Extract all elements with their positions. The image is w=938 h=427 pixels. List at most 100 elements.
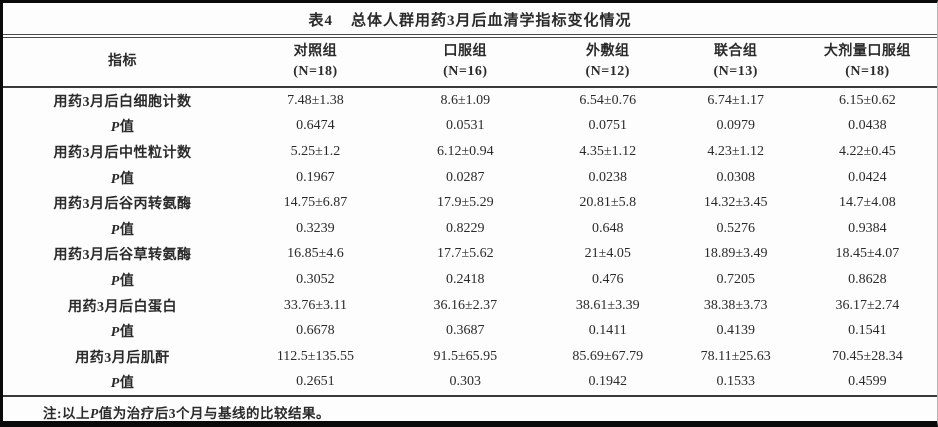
column-header: 指标 xyxy=(3,38,243,88)
table-footnote: 注:以上P值为治疗后3个月与基线的比较结果。 xyxy=(43,406,330,422)
value-cell: 5.25±1.2 xyxy=(290,143,341,159)
row-label-cell: P值 xyxy=(110,222,135,238)
value-cell: 7.48±1.38 xyxy=(287,92,344,108)
value-cell: 0.0287 xyxy=(446,169,485,185)
value-cell: 16.85±4.6 xyxy=(287,246,344,262)
value-cell: 14.32±3.45 xyxy=(703,195,768,211)
value-cell: 0.1967 xyxy=(296,169,335,185)
value-cell: 4.23±1.12 xyxy=(707,143,765,159)
row-label-cell: P值 xyxy=(3,369,243,398)
value-cell: 0.0531 xyxy=(446,118,485,134)
value-cell: 0.4599 xyxy=(797,369,937,398)
table-row: 用药3月后中性粒计数 5.25±1.2 6.12±0.94 4.35±1.12 4.23… xyxy=(3,139,937,165)
row-label-cell: 用药3月后肌酐 xyxy=(75,350,170,366)
value-cell: 36.17±2.74 xyxy=(835,297,900,313)
row-label-cell: P值 xyxy=(110,120,135,136)
value-cell: 0.648 xyxy=(591,220,624,236)
table-header: 指标 对照组 (N=18) 口服组 (N=16) 外敷组 (N=12) 联合组 (N=13) 大剂… xyxy=(3,38,937,88)
row-label-cell: 用药3月后白蛋白 xyxy=(68,299,178,315)
value-cell: 14.75±6.87 xyxy=(283,195,348,211)
column-header-n: (N=12) xyxy=(585,64,630,79)
value-cell: 0.8229 xyxy=(446,220,485,236)
table-row: 用药3月后谷丙转氨酶 14.75±6.87 17.9±5.29 20.81±5.8 14… xyxy=(3,190,937,216)
value-cell: 0.1533 xyxy=(673,369,798,398)
column-header-n: (N=13) xyxy=(713,64,758,79)
value-cell: 17.7±5.62 xyxy=(436,246,494,262)
value-cell: 0.3687 xyxy=(446,323,485,339)
table-row: P值 0.6474 0.0531 0.0751 0.0979 0.0438 xyxy=(3,114,937,140)
table-row: 用药3月后白蛋白 33.76±3.11 36.16±2.37 38.61±3.39 38… xyxy=(3,293,937,319)
column-header: 口服组 (N=16) xyxy=(388,38,542,88)
value-cell: 85.69±67.79 xyxy=(572,348,644,364)
value-cell: 0.5276 xyxy=(716,220,755,236)
value-cell: 6.74±1.17 xyxy=(707,92,765,108)
value-cell: 0.1541 xyxy=(848,323,887,339)
value-cell: 0.2651 xyxy=(242,369,389,398)
value-cell: 4.35±1.12 xyxy=(579,143,637,159)
value-cell: 4.22±0.45 xyxy=(839,143,896,159)
serology-indicators-table: 指标 对照组 (N=18) 口服组 (N=16) 外敷组 (N=12) 联合组 (N=13) 大剂… xyxy=(3,38,937,398)
value-cell: 0.0238 xyxy=(588,169,627,185)
value-cell: 112.5±135.55 xyxy=(276,348,354,364)
value-cell: 0.8628 xyxy=(848,271,887,287)
column-header: 外敷组 (N=12) xyxy=(541,38,674,88)
column-header-n: (N=18) xyxy=(845,64,890,79)
row-label-cell: P值 xyxy=(110,171,135,187)
column-header-label: 对照组 xyxy=(293,44,338,59)
value-cell: 0.0751 xyxy=(588,118,627,134)
value-cell: 0.303 xyxy=(388,369,542,398)
value-cell: 0.0424 xyxy=(848,169,887,185)
table-title-text: 总体人群用药3月后血清学指标变化情况 xyxy=(351,13,632,29)
value-cell: 0.0308 xyxy=(716,169,755,185)
value-cell: 8.6±1.09 xyxy=(440,92,491,108)
column-header-label: 大剂量口服组 xyxy=(823,44,911,59)
value-cell: 0.6678 xyxy=(296,323,335,339)
table-title: 表4 总体人群用药3月后血清学指标变化情况 xyxy=(3,3,937,34)
value-cell: 0.4139 xyxy=(716,323,755,339)
column-header-label: 口服组 xyxy=(443,44,488,59)
value-cell: 91.5±65.95 xyxy=(433,348,498,364)
value-cell: 17.9±5.29 xyxy=(436,195,494,211)
table-row: P值 0.3052 0.2418 0.476 0.7205 0.8628 xyxy=(3,267,937,293)
value-cell: 0.2418 xyxy=(446,271,485,287)
value-cell: 0.9384 xyxy=(848,220,887,236)
value-cell: 36.16±2.37 xyxy=(433,297,498,313)
value-cell: 38.61±3.39 xyxy=(575,297,640,313)
table-row: P值 0.2651 0.303 0.1942 0.1533 0.4599 xyxy=(3,369,937,398)
value-cell: 20.81±5.8 xyxy=(579,195,637,211)
value-cell: 0.0438 xyxy=(848,118,887,134)
column-header-label: 外敷组 xyxy=(585,44,630,59)
value-cell: 0.0979 xyxy=(716,118,755,134)
table-number: 表4 xyxy=(308,13,333,29)
table-row: P值 0.6678 0.3687 0.1411 0.4139 0.1541 xyxy=(3,318,937,344)
top-double-rule xyxy=(3,34,937,38)
value-cell: 21±4.05 xyxy=(584,246,631,262)
value-cell: 78.11±25.63 xyxy=(700,348,771,364)
value-cell: 14.7±4.08 xyxy=(839,195,896,211)
table-row: 用药3月后肌酐 112.5±135.55 91.5±65.95 85.69±67.79… xyxy=(3,344,937,370)
row-label-cell: 用药3月后谷草转氨酶 xyxy=(53,248,192,264)
value-cell: 6.12±0.94 xyxy=(436,143,494,159)
table-row: P值 0.1967 0.0287 0.0238 0.0308 0.0424 xyxy=(3,165,937,191)
row-label-cell: 用药3月后谷丙转氨酶 xyxy=(53,197,192,213)
value-cell: 0.1411 xyxy=(588,323,627,339)
table-row: P值 0.3239 0.8229 0.648 0.5276 0.9384 xyxy=(3,216,937,242)
header-row: 指标 对照组 (N=18) 口服组 (N=16) 外敷组 (N=12) 联合组 (N=13) 大剂… xyxy=(3,38,937,88)
column-header-label: 联合组 xyxy=(713,44,758,59)
column-header: 对照组 (N=18) xyxy=(242,38,389,88)
value-cell: 0.3052 xyxy=(296,271,335,287)
column-header: 联合组 (N=13) xyxy=(673,38,798,88)
value-cell: 18.89±3.49 xyxy=(703,246,768,262)
value-cell: 18.45±4.07 xyxy=(835,246,900,262)
value-cell: 70.45±28.34 xyxy=(832,348,903,364)
value-cell: 6.54±0.76 xyxy=(579,92,637,108)
value-cell: 33.76±3.11 xyxy=(283,297,347,313)
value-cell: 38.38±3.73 xyxy=(703,297,768,313)
column-header: 大剂量口服组 (N=18) xyxy=(797,38,937,88)
value-cell: 0.3239 xyxy=(296,220,335,236)
column-header-n: (N=18) xyxy=(293,64,338,79)
value-cell: 0.6474 xyxy=(296,118,335,134)
table-body: 用药3月后白细胞计数 7.48±1.38 8.6±1.09 6.54±0.76 6.74… xyxy=(3,87,937,398)
column-header-n: (N=16) xyxy=(443,64,488,79)
